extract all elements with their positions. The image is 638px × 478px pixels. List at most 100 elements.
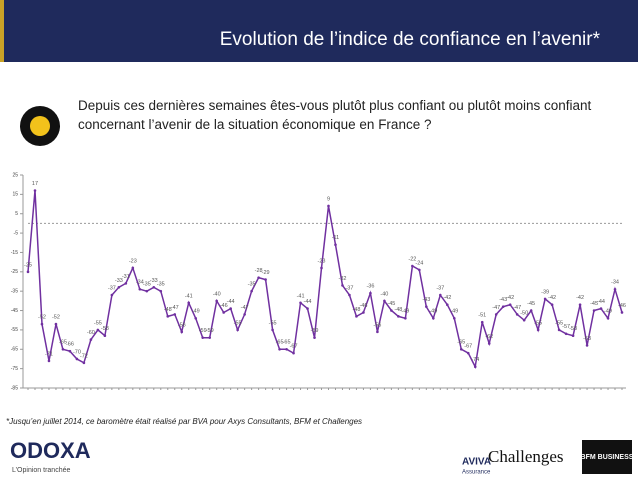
- point: [208, 336, 211, 339]
- y-tick-label: -85: [11, 385, 18, 391]
- point: [320, 266, 323, 270]
- data-label: -59: [206, 328, 214, 334]
- data-label: -48: [164, 307, 172, 313]
- point: [75, 357, 79, 361]
- point: [369, 291, 372, 295]
- banner: [0, 0, 638, 62]
- data-label: -22: [408, 256, 416, 262]
- data-label: -48: [352, 307, 360, 313]
- y-tick-label: -5: [14, 230, 19, 236]
- data-label: -35: [143, 282, 151, 288]
- data-label: -65: [283, 340, 291, 346]
- data-label: -35: [157, 282, 165, 288]
- data-label: -43: [422, 297, 430, 303]
- point: [40, 322, 44, 326]
- data-label: -56: [178, 322, 186, 328]
- data-label: -28: [255, 268, 263, 274]
- logo-challenges: Challenges: [488, 447, 564, 466]
- point: [229, 307, 232, 310]
- point: [313, 336, 316, 339]
- point: [515, 313, 519, 316]
- data-label: -66: [66, 342, 74, 348]
- data-label: -45: [527, 301, 535, 307]
- data-label: -41: [297, 293, 305, 299]
- data-label: -47: [492, 305, 500, 311]
- data-label: -71: [45, 351, 53, 357]
- data-label: -44: [227, 299, 235, 305]
- data-label: -25: [24, 262, 32, 268]
- point: [89, 338, 93, 341]
- data-label: -58: [101, 326, 109, 332]
- point: [82, 361, 86, 365]
- point: [180, 330, 184, 334]
- point: [536, 328, 540, 332]
- point: [194, 316, 198, 320]
- point: [376, 330, 379, 334]
- point: [613, 287, 617, 291]
- point: [543, 297, 547, 301]
- data-label: -33: [115, 278, 123, 284]
- point: [243, 313, 246, 316]
- data-label: -42: [506, 295, 514, 301]
- point: [103, 334, 107, 338]
- data-label: -37: [436, 286, 444, 292]
- data-label: -57: [562, 324, 570, 330]
- point: [425, 305, 428, 308]
- data-label: -49: [429, 309, 437, 315]
- data-label: -34: [136, 280, 144, 286]
- point: [47, 359, 51, 363]
- point: [152, 286, 156, 289]
- point: [404, 316, 407, 320]
- point: [362, 311, 365, 314]
- y-tick-label: 15: [12, 192, 18, 198]
- point: [236, 328, 239, 332]
- data-label: -45: [590, 301, 598, 307]
- y-tick-label: -25: [11, 269, 18, 275]
- y-tick-label: 5: [15, 211, 18, 217]
- data-label: -59: [311, 328, 319, 334]
- data-label: -55: [94, 320, 102, 326]
- logo-dot: [30, 116, 50, 136]
- point: [166, 315, 170, 318]
- y-tick-label: -65: [11, 347, 18, 353]
- point: [466, 351, 470, 355]
- data-label: -49: [401, 309, 409, 315]
- data-label: -70: [73, 349, 81, 355]
- point: [606, 316, 610, 320]
- plot: 25155-5-15-25-35-45-55-65-75-85-2517-52-…: [11, 172, 626, 391]
- data-label: -65: [59, 340, 67, 346]
- data-label: -65: [276, 340, 284, 346]
- point: [110, 293, 114, 297]
- data-label: -47: [241, 305, 249, 311]
- point: [585, 344, 589, 347]
- point: [327, 204, 330, 208]
- point: [278, 347, 281, 351]
- point: [96, 328, 100, 332]
- data-label: -67: [464, 344, 472, 350]
- point: [557, 328, 561, 332]
- point: [299, 301, 302, 305]
- point: [215, 299, 218, 303]
- point: [145, 289, 149, 293]
- data-label: -36: [366, 284, 374, 290]
- data-label: -49: [450, 309, 458, 315]
- point: [173, 313, 177, 316]
- data-label: -63: [583, 336, 591, 342]
- logo-bfm-bg: [582, 440, 632, 474]
- data-label: -29: [262, 270, 270, 276]
- data-label: -60: [87, 330, 95, 336]
- point: [550, 303, 554, 307]
- data-label: -46: [220, 303, 228, 309]
- data-label: -37: [108, 286, 116, 292]
- y-tick-label: -55: [11, 327, 18, 333]
- data-label: -42: [576, 295, 584, 301]
- y-tick-label: 25: [12, 172, 18, 178]
- data-label: -74: [471, 357, 479, 363]
- point: [487, 342, 491, 345]
- point: [159, 289, 163, 293]
- point: [348, 293, 351, 297]
- data-label: -46: [359, 303, 367, 309]
- data-label: -41: [185, 293, 193, 299]
- y-tick-label: -35: [11, 289, 18, 295]
